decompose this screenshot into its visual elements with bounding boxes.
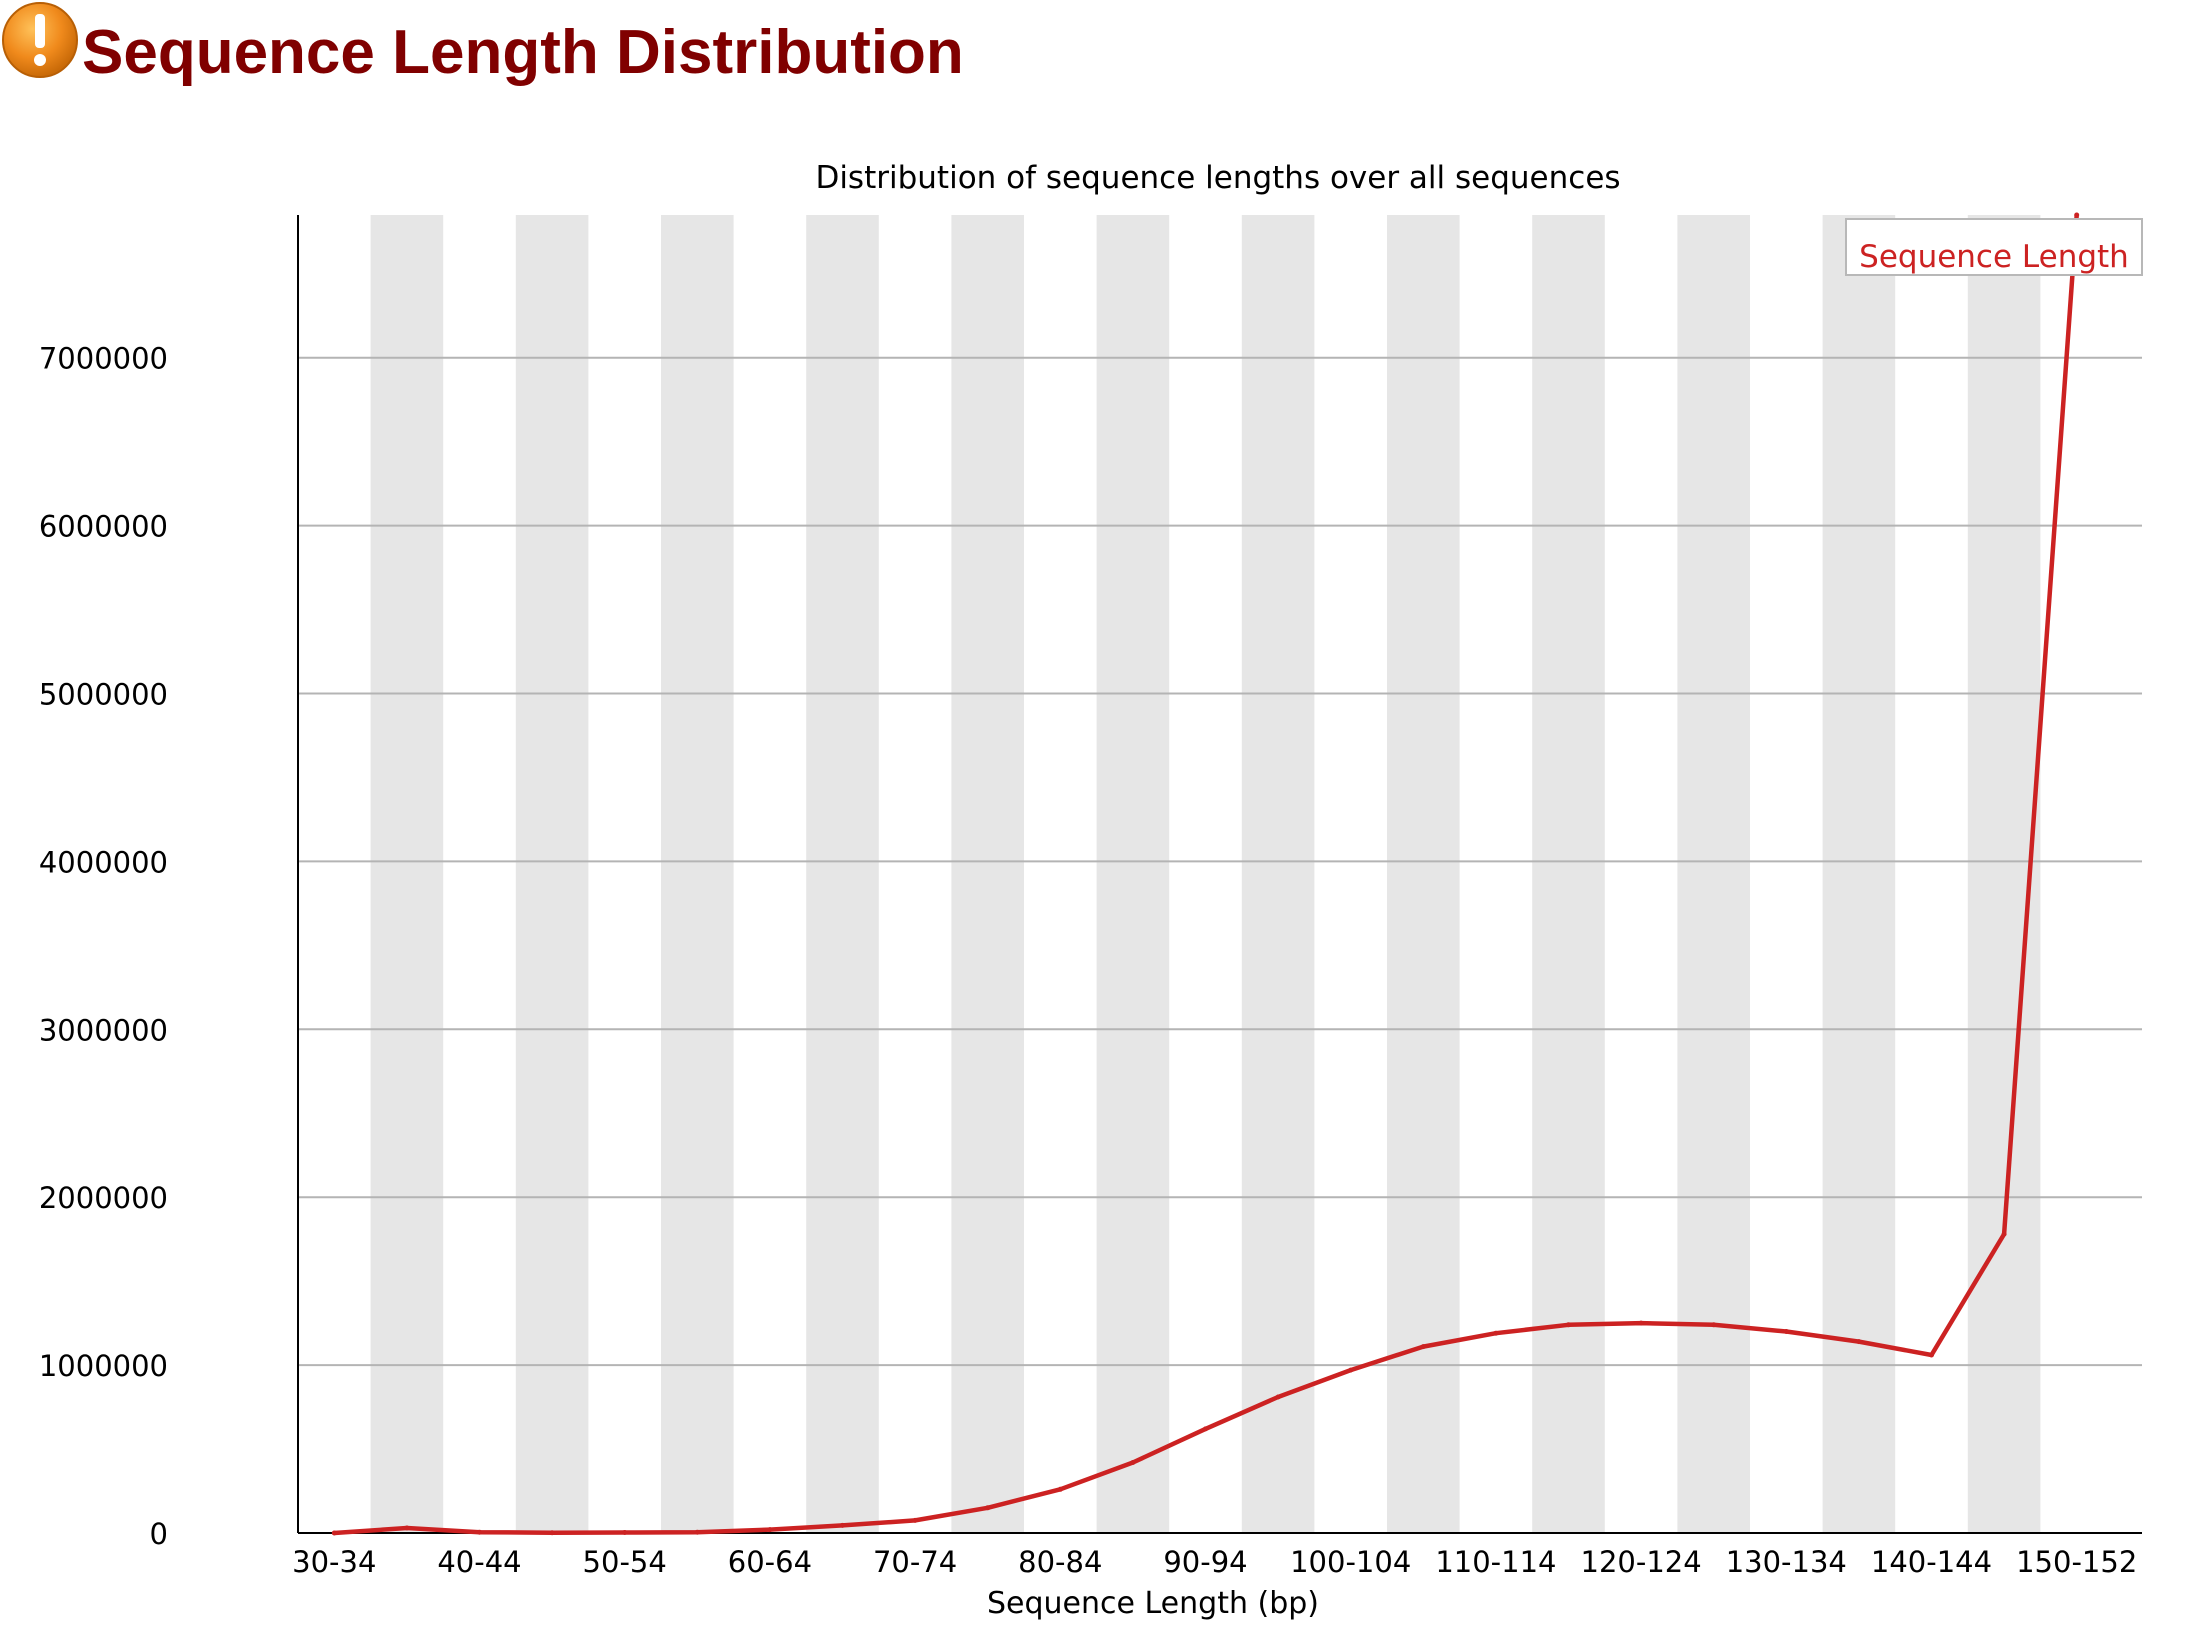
x-tick-label: 50-54: [583, 1545, 667, 1579]
x-tick-label: 110-114: [1435, 1545, 1556, 1579]
y-tick-label: 1000000: [39, 1349, 168, 1383]
horizontal-gridlines: [298, 356, 2142, 1367]
legend-box: [1845, 218, 2143, 276]
column-band: [1096, 215, 1170, 1533]
page-title: Sequence Length Distribution: [82, 18, 964, 87]
data-point: [1203, 1426, 1208, 1432]
x-tick-label: 90-94: [1163, 1545, 1247, 1579]
data-point: [2074, 212, 2080, 218]
data-point: [840, 1522, 845, 1528]
data-point: [1057, 1486, 1063, 1492]
data-point: [622, 1530, 628, 1535]
column-band: [951, 215, 1024, 1533]
y-tick-labels: 0 1000000 2000000 3000000 4000000 5000000 6000…: [39, 342, 168, 1551]
data-point: [1856, 1339, 1862, 1345]
data-point: [2001, 1231, 2007, 1237]
x-tick-label: 100-104: [1290, 1545, 1411, 1579]
x-tick-labels: 30-34 40-44 50-54 60-64 70-74 80-84 90-94 100-1…: [292, 1545, 2137, 1579]
y-tick-label: 0: [150, 1517, 168, 1551]
y-tick-label: 2000000: [39, 1181, 168, 1215]
x-tick-label: 70-74: [873, 1545, 957, 1579]
x-tick-label: 40-44: [437, 1545, 521, 1579]
column-band: [1677, 215, 1750, 1533]
warning-icon: [2, 2, 78, 78]
x-tick-label: 140-144: [1871, 1545, 1992, 1579]
data-point: [912, 1517, 918, 1523]
column-bands: [370, 215, 2041, 1533]
column-band: [661, 215, 734, 1533]
data-point: [1566, 1322, 1571, 1328]
x-tick-label: 120-124: [1581, 1545, 1702, 1579]
data-point: [1711, 1322, 1717, 1328]
x-tick-label: 30-34: [292, 1545, 376, 1579]
data-point: [767, 1527, 773, 1533]
data-point: [404, 1525, 410, 1531]
data-point: [1638, 1320, 1644, 1326]
y-tick-label: 5000000: [39, 678, 168, 712]
data-point: [694, 1529, 700, 1535]
series-line-sequence-length: [332, 212, 2079, 1536]
x-tick-label: 150-152: [2016, 1545, 2137, 1579]
y-tick-label: 7000000: [39, 342, 168, 376]
y-tick-label: 3000000: [39, 1013, 168, 1047]
data-point: [1275, 1394, 1281, 1400]
column-band: [515, 215, 589, 1533]
y-tick-label: 4000000: [39, 845, 168, 879]
column-band: [1387, 215, 1460, 1533]
data-point: [1493, 1330, 1499, 1336]
data-point: [1420, 1344, 1426, 1350]
legend-label: Sequence Length: [1859, 239, 2129, 275]
column-band: [1241, 215, 1315, 1533]
series-layer: [331, 212, 2080, 1536]
column-band: [370, 215, 444, 1533]
data-point: [985, 1505, 991, 1511]
data-point: [477, 1529, 482, 1535]
y-tick-label: 6000000: [39, 510, 168, 544]
x-tick-label: 80-84: [1018, 1545, 1102, 1579]
x-axis-label: Sequence Length (bp): [987, 1586, 1319, 1621]
data-point: [331, 1530, 337, 1536]
column-band: [1532, 215, 1605, 1533]
data-point: [1783, 1329, 1789, 1334]
column-band: [1822, 215, 1896, 1533]
column-band: [806, 215, 879, 1533]
data-point: [1130, 1460, 1136, 1465]
legend: Sequence Length: [1845, 218, 2143, 276]
data-point: [549, 1530, 555, 1536]
data-point: [1929, 1352, 1934, 1358]
chart-title: Distribution of sequence lengths over al…: [815, 160, 1620, 196]
x-tick-label: 130-134: [1726, 1545, 1847, 1579]
data-point: [1348, 1367, 1354, 1373]
x-tick-label: 60-64: [728, 1545, 812, 1579]
